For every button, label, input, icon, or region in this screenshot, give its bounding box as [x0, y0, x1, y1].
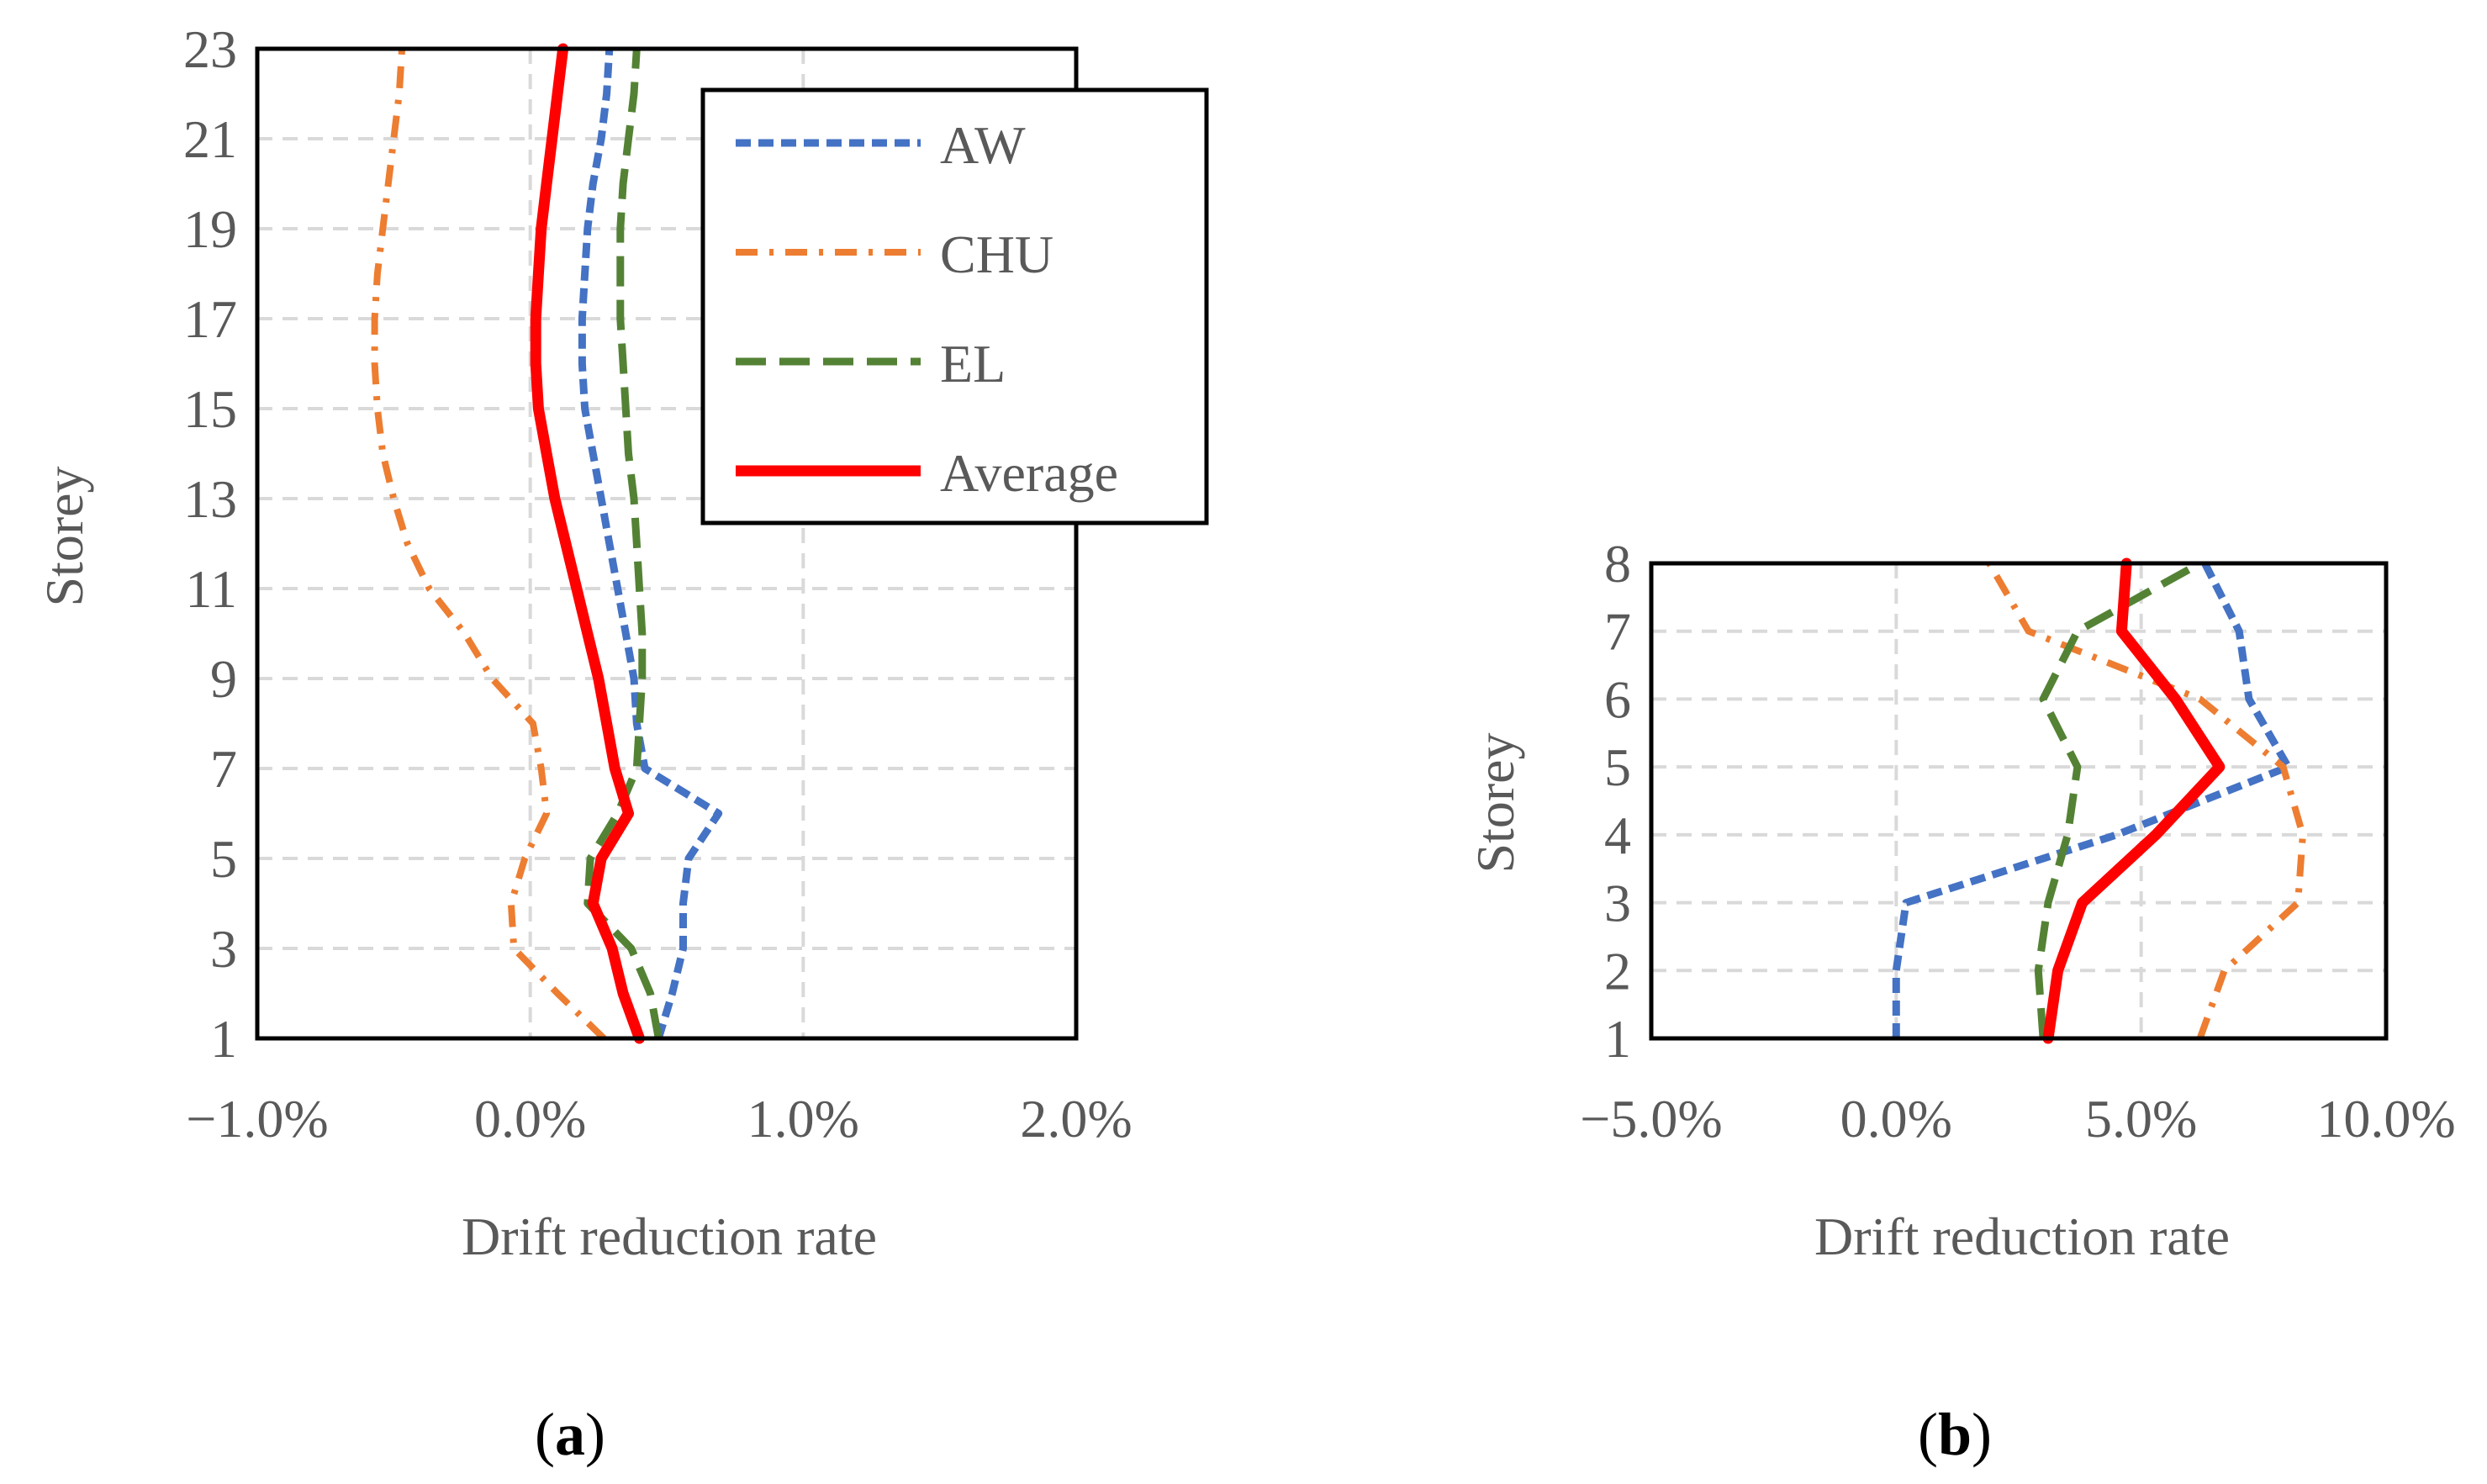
chart-b-series — [1892, 557, 2306, 1044]
chart-a-y-tick-label: 3 — [210, 919, 237, 979]
chart-a-series-chu — [371, 48, 607, 1041]
panel-label-a-close-paren: ) — [585, 1401, 605, 1468]
chart-a-series-aw — [578, 48, 723, 1040]
chart-b-y-tick-label: 1 — [1604, 1009, 1631, 1069]
chart-a-y-tick-label: 23 — [183, 19, 237, 79]
chart-a-y-tick-label: 15 — [183, 379, 237, 439]
chart-a-x-tick-label: 0.0% — [474, 1089, 586, 1149]
chart-b-x-tick-label: −5.0% — [1580, 1089, 1722, 1149]
chart-b-y-tick-label: 3 — [1604, 874, 1631, 933]
chart-a-y-tick-label: 5 — [210, 829, 237, 889]
chart-b-x-tick-label: 5.0% — [2085, 1089, 2197, 1149]
chart-b-x-tick-label: 10.0% — [2316, 1089, 2455, 1149]
legend-label-chu: CHU — [940, 224, 1053, 284]
chart-b-series-el — [2034, 560, 2202, 1039]
chart-a-x-tick-label: −1.0% — [186, 1089, 328, 1149]
chart-b-series-average — [2042, 557, 2226, 1044]
chart-a-series-el — [583, 48, 663, 1039]
chart-b-y-tick-labels: 1 2 3 4 5 6 7 8 — [1604, 534, 1631, 1069]
chart-b-x-axis-label: Drift reduction rate — [1814, 1207, 2230, 1266]
legend-label-aw: AW — [940, 115, 1026, 175]
chart-b-y-tick-label: 5 — [1604, 737, 1631, 797]
chart-a-y-tick-label: 13 — [183, 469, 237, 529]
chart-b-y-tick-label: 2 — [1604, 941, 1631, 1001]
chart-a-y-tick-label: 19 — [183, 199, 237, 259]
legend-label-average: Average — [940, 443, 1118, 503]
chart-a-x-tick-label: 2.0% — [1020, 1089, 1132, 1149]
chart-a-x-tick-label: 1.0% — [747, 1089, 859, 1149]
panel-label-a-letter: a — [555, 1401, 585, 1468]
chart-b-y-tick-label: 4 — [1604, 805, 1631, 865]
chart-a-x-axis-label: Drift reduction rate — [462, 1207, 877, 1266]
chart-a-y-tick-label: 21 — [183, 109, 237, 169]
legend: AW CHU EL Average — [700, 87, 1209, 525]
chart-a-y-tick-label: 17 — [183, 289, 237, 349]
chart-b-y-tick-label: 7 — [1604, 602, 1631, 662]
panel-label-a: (a) — [535, 1401, 605, 1468]
chart-a-plot-frame — [255, 46, 1079, 1041]
panel-label-b-open-paren: ( — [1918, 1401, 1938, 1468]
chart-b-gridlines — [1651, 563, 2386, 1038]
panel-label-a-open-paren: ( — [535, 1401, 555, 1468]
chart-b-y-tick-label: 8 — [1604, 534, 1631, 594]
chart-a-y-axis-label: Storey — [34, 466, 94, 606]
chart-b-plot-frame — [1649, 561, 2389, 1041]
chart-a-y-tick-label: 9 — [210, 649, 237, 709]
panel-label-b-close-paren: ) — [1972, 1401, 1992, 1468]
chart-b-x-tick-labels: −5.0% 0.0% 5.0% 10.0% — [1580, 1089, 2455, 1149]
panel-label-b-letter: b — [1938, 1401, 1972, 1468]
legend-label-el: EL — [940, 334, 1006, 393]
chart-a-x-tick-labels: −1.0% 0.0% 1.0% 2.0% — [186, 1089, 1132, 1149]
chart-b-x-tick-label: 0.0% — [1840, 1089, 1952, 1149]
panel-label-b: (b) — [1918, 1401, 1992, 1468]
chart-b-y-axis-label: Storey — [1465, 732, 1525, 873]
chart-b-series-aw — [1892, 561, 2292, 1038]
chart-panel-b: 1 2 3 4 5 6 7 8 −5.0% 0.0% 5.0% 10.0% Storey Drift… — [1465, 534, 2456, 1468]
chart-a-y-tick-label: 7 — [210, 739, 237, 799]
legend-items: AW CHU EL Average — [736, 115, 1118, 503]
chart-a-series — [371, 43, 723, 1044]
chart-a-y-tick-label: 11 — [185, 559, 237, 619]
legend-box — [700, 87, 1209, 525]
chart-a-y-tick-label: 1 — [210, 1009, 237, 1069]
chart-a-series-average — [530, 43, 645, 1044]
chart-b-y-tick-label: 6 — [1604, 669, 1631, 729]
